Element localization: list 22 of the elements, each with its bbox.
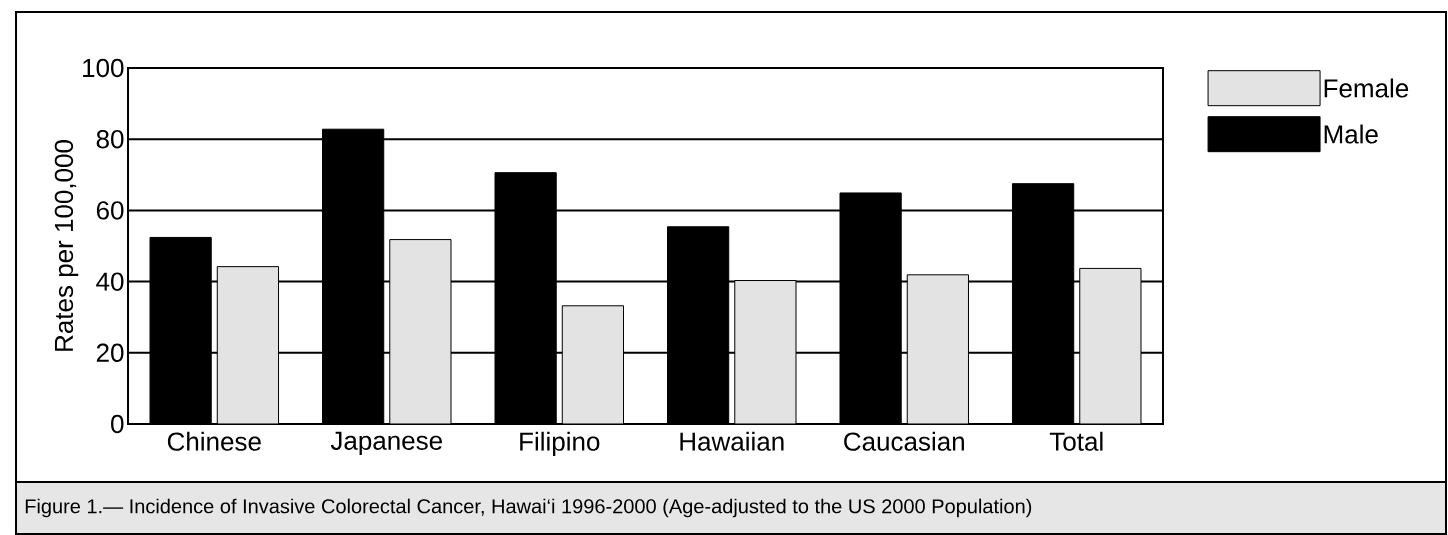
bar [217,266,279,424]
y-tick-label: 0 [111,414,124,434]
y-tick-label: 20 [96,343,124,362]
y-tick-label: 60 [96,201,124,220]
y-tick-label: 40 [96,272,124,291]
x-tick-label: Caucasian [844,431,964,451]
bar [562,305,624,424]
x-tick-label: Hawaiian [680,431,784,451]
x-tick-label: Filipino [520,431,600,456]
x-tick-label: Japanese [330,431,442,456]
y-tick-label: 80 [96,129,124,149]
x-tick-label: Chinese [167,431,261,451]
caption: Figure 1.— Incidence of Invasive Colorectal Cancer, Hawai‘i 1996-2000 (Age-adjusted to the US 2000 Population) [25,498,1032,518]
bar [389,239,452,424]
x-tick-label: Total [1049,431,1103,451]
bar [734,280,796,424]
bar [1079,267,1142,424]
legend-label: Male [1324,124,1378,144]
y-axis-title: Rates per 100,000 [54,140,79,351]
bar [907,274,969,424]
y-tick-label: 100 [83,58,124,78]
legend-label: Female [1324,78,1409,98]
